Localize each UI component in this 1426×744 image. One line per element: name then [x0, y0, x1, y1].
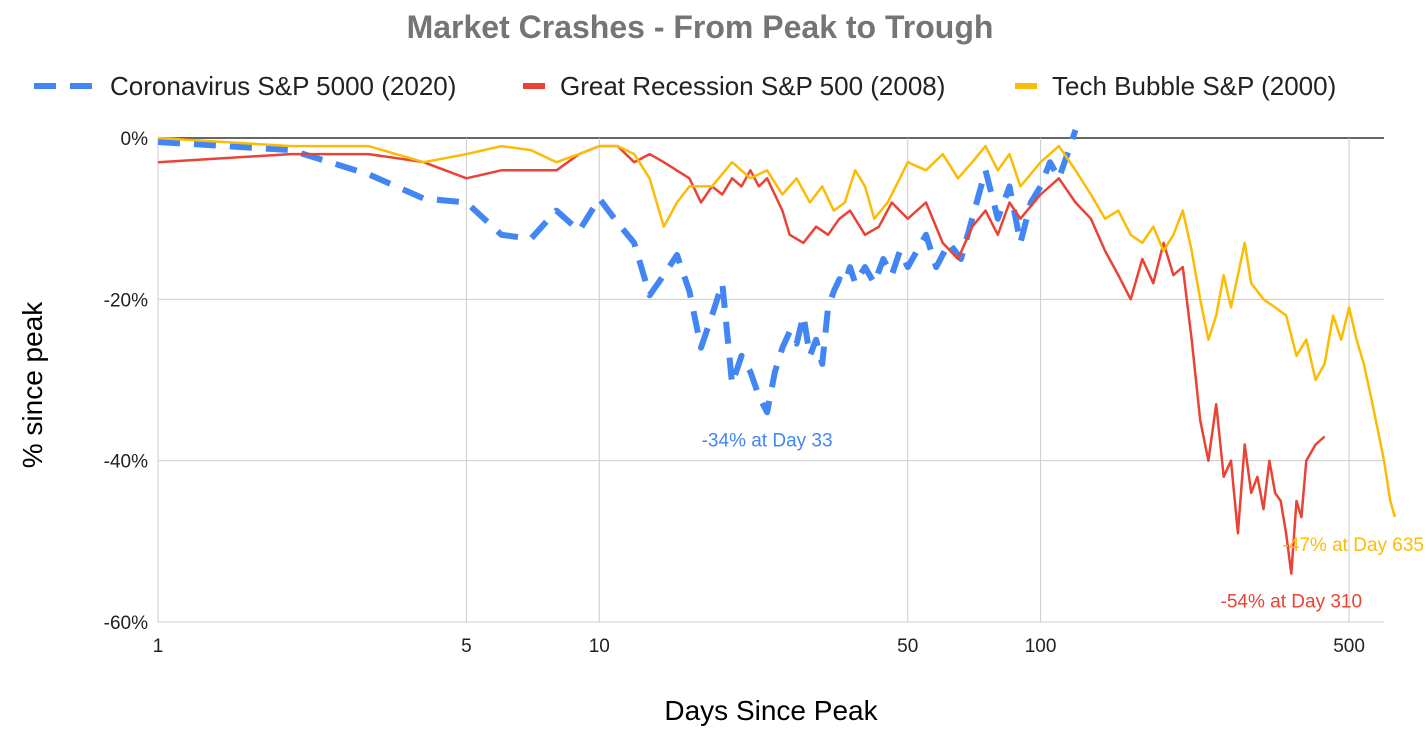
x-axis-title: Days Since Peak: [664, 695, 878, 726]
y-tick-label: -40%: [104, 452, 148, 473]
y-axis-title: % since peak: [17, 301, 48, 469]
x-tick-label: 50: [897, 636, 918, 657]
x-tick-label: 10: [589, 636, 610, 657]
legend-item-coronavirus[interactable]: Coronavirus S&P 5000 (2020): [34, 71, 456, 101]
legend-item-tech-bubble[interactable]: Tech Bubble S&P (2000): [1015, 71, 1336, 101]
y-tick-label: 0%: [121, 129, 149, 150]
legend-item-great-recession[interactable]: Great Recession S&P 500 (2008): [523, 71, 945, 101]
annotation-label: -47% at Day 635: [1282, 535, 1424, 556]
annotation-label: -54% at Day 310: [1221, 592, 1363, 613]
series-line-tech-bubble-s-p-2000[interactable]: [157, 136, 1397, 518]
legend-label-coronavirus: Coronavirus S&P 5000 (2020): [110, 71, 456, 101]
series-lines: [157, 128, 1397, 575]
legend-label-tech-bubble: Tech Bubble S&P (2000): [1052, 71, 1336, 101]
series-line-coronavirus-s-p-5000-2020[interactable]: [157, 128, 1079, 416]
y-axis-ticks: 0% -20% -40% -60%: [104, 129, 148, 634]
annotation-label: -34% at Day 33: [702, 430, 833, 451]
x-tick-label: 5: [461, 636, 472, 657]
chart-title: Market Crashes - From Peak to Trough: [407, 9, 994, 45]
y-tick-label: -20%: [104, 290, 148, 311]
x-tick-label: 1: [153, 636, 164, 657]
legend-label-great-recession: Great Recession S&P 500 (2008): [560, 71, 945, 101]
y-tick-label: -60%: [104, 613, 148, 634]
x-tick-label: 500: [1333, 636, 1365, 657]
legend: Coronavirus S&P 5000 (2020) Great Recess…: [34, 71, 1336, 101]
x-tick-label: 100: [1025, 636, 1057, 657]
gridlines: [157, 137, 1384, 623]
x-axis-ticks: 1 5 10 50 100 500: [153, 636, 1365, 657]
legend-swatch-tech-bubble: [1015, 83, 1037, 89]
series-line-great-recession-s-p-500-2008[interactable]: [157, 144, 1326, 575]
legend-swatch-great-recession: [523, 83, 545, 89]
annotations: -34% at Day 33 -54% at Day 310 -47% at Day…: [702, 430, 1424, 612]
